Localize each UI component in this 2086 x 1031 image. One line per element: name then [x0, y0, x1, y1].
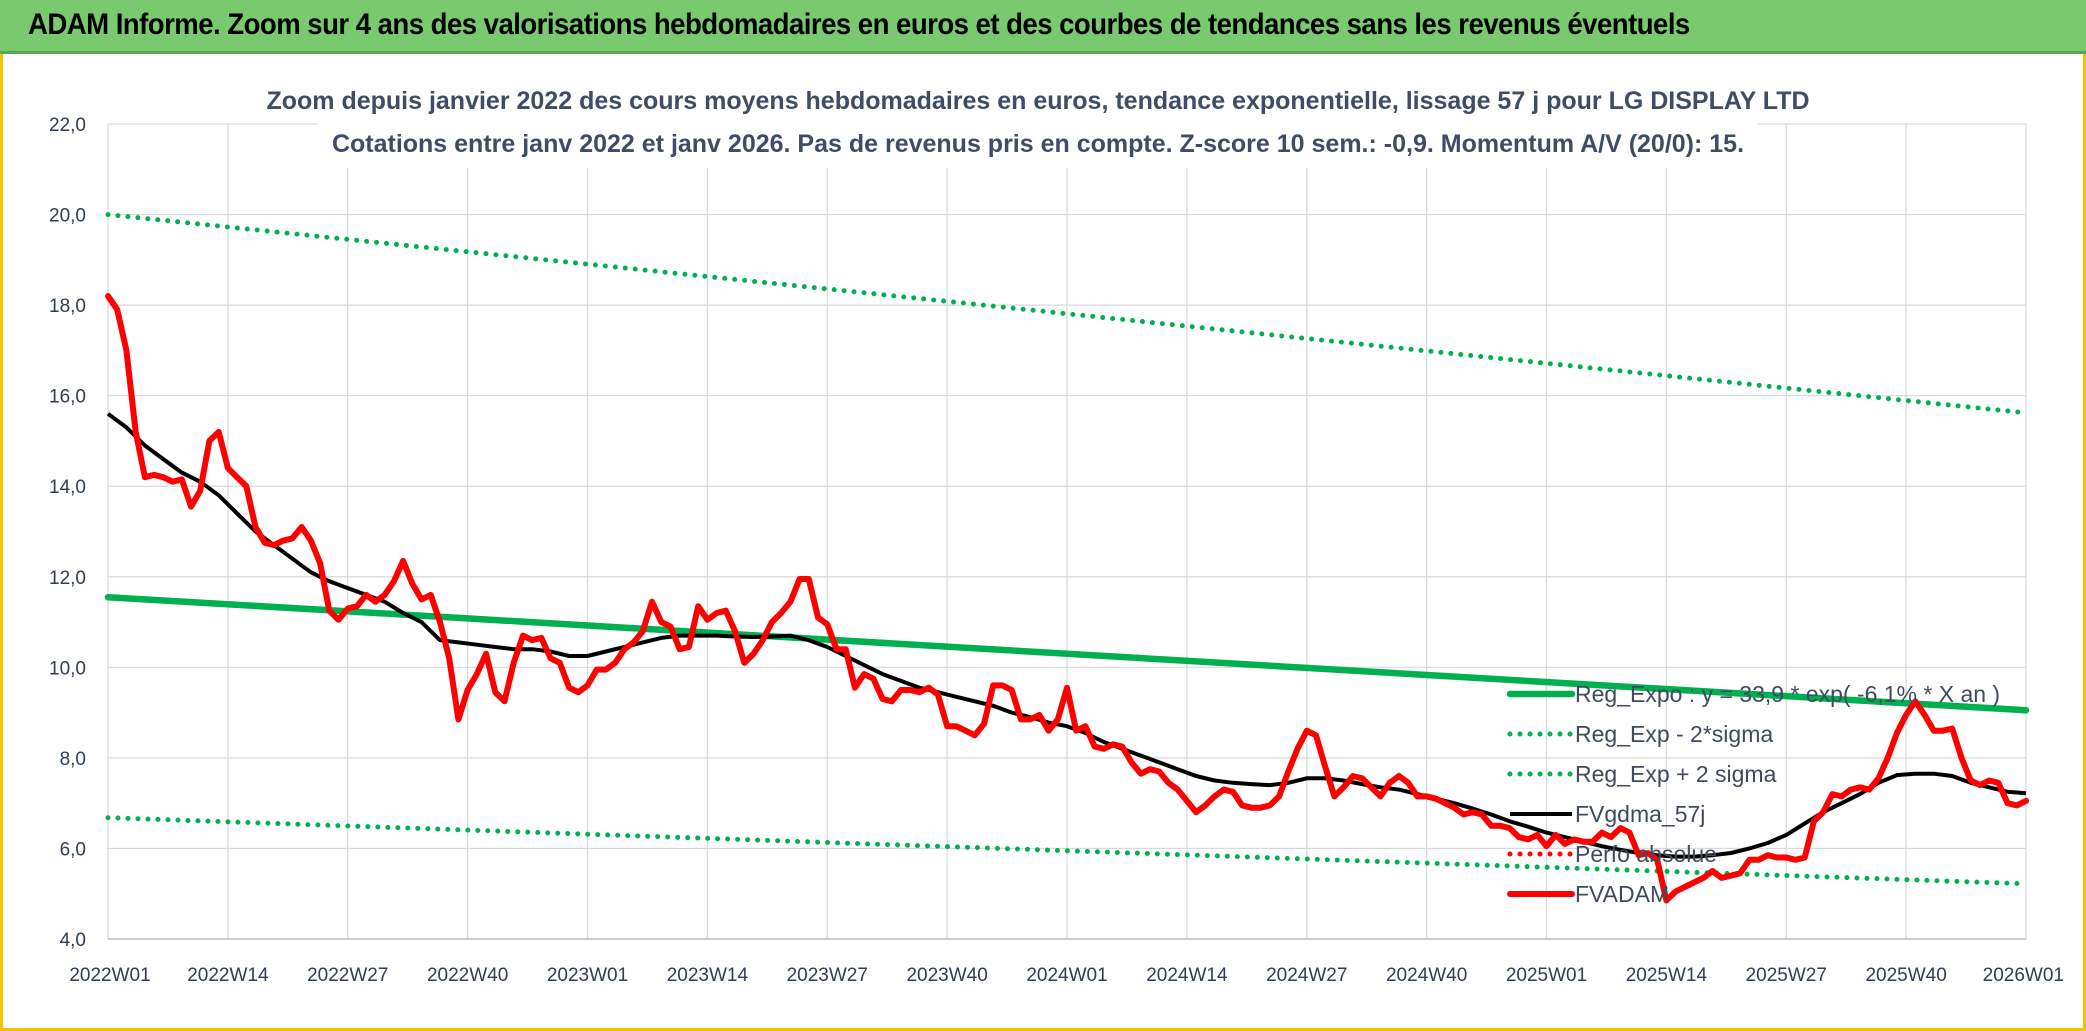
x-tick-label: 2026W01	[1983, 965, 2064, 986]
x-tick-label: 2024W01	[1026, 965, 1107, 986]
x-tick-label: 2024W40	[1386, 965, 1467, 986]
legend-label: FVgdma_57j	[1575, 801, 1705, 827]
series-line-reg-expo	[104, 593, 2030, 714]
series-line-fvadam	[105, 293, 2029, 904]
chart-title-line-1: Zoom depuis janvier 2022 des cours moyen…	[266, 87, 1809, 115]
legend-label: Reg_Expo : y = 33,9 * exp( -6,1% * X an …	[1575, 681, 2000, 707]
legend-label: Reg_Exp - 2*sigma	[1575, 721, 1773, 747]
y-tick-label: 10,0	[49, 658, 86, 679]
report-header: ADAM Informe. Zoom sur 4 ans des valoris…	[0, 0, 2086, 54]
series-line-reg-exp	[105, 212, 2029, 416]
series	[104, 212, 2030, 904]
x-tick-label: 2024W27	[1266, 965, 1347, 986]
x-tick-label: 2022W01	[69, 965, 150, 986]
x-tick-label: 2022W14	[187, 965, 269, 986]
axes: 4,0 6,0 8,0 10,0 12,0 14,0 16,0 18,0 20,0 22,0 202…	[49, 115, 2064, 986]
x-tick-label: 2022W27	[307, 965, 388, 986]
y-tick-label: 4,0	[60, 930, 86, 951]
x-tick-label: 2023W40	[906, 965, 987, 986]
y-tick-label: 6,0	[60, 839, 86, 860]
y-tick-label: 16,0	[49, 387, 86, 408]
y-tick-label: 8,0	[60, 749, 86, 770]
x-tick-label: 2022W40	[427, 965, 508, 986]
x-tick-label: 2023W27	[787, 965, 868, 986]
chart-title-background	[318, 78, 1758, 168]
grid	[107, 123, 2027, 940]
report-title: ADAM Informe. Zoom sur 4 ans des valoris…	[28, 8, 1690, 41]
legend-label: Perfo absolue	[1575, 841, 1717, 867]
series-line-fvgdma-57j	[106, 412, 2027, 859]
chart-title: Zoom depuis janvier 2022 des cours moyen…	[266, 78, 1810, 168]
x-tick-label: 2025W27	[1746, 965, 1827, 986]
x-tick-label: 2025W01	[1506, 965, 1587, 986]
x-tick-label: 2024W14	[1146, 965, 1228, 986]
y-tick-label: 18,0	[49, 296, 86, 317]
x-tick-label: 2023W01	[547, 965, 628, 986]
legend-label: Reg_Exp + 2 sigma	[1575, 761, 1777, 787]
y-tick-label: 20,0	[49, 206, 86, 227]
y-tick-label: 12,0	[49, 568, 86, 589]
x-tick-label: 2023W14	[667, 965, 749, 986]
legend-label: FVADAM	[1575, 881, 1669, 907]
y-tick-label: 22,0	[49, 115, 86, 136]
x-tick-label: 2025W14	[1626, 965, 1708, 986]
y-tick-label: 14,0	[49, 477, 86, 498]
chart-title-line-2: Cotations entre janv 2022 et janv 2026. …	[332, 130, 1744, 158]
legend: Reg_Expo : y = 33,9 * exp( -6,1% * X an …	[1506, 681, 2000, 907]
x-tick-label: 2025W40	[1865, 965, 1946, 986]
